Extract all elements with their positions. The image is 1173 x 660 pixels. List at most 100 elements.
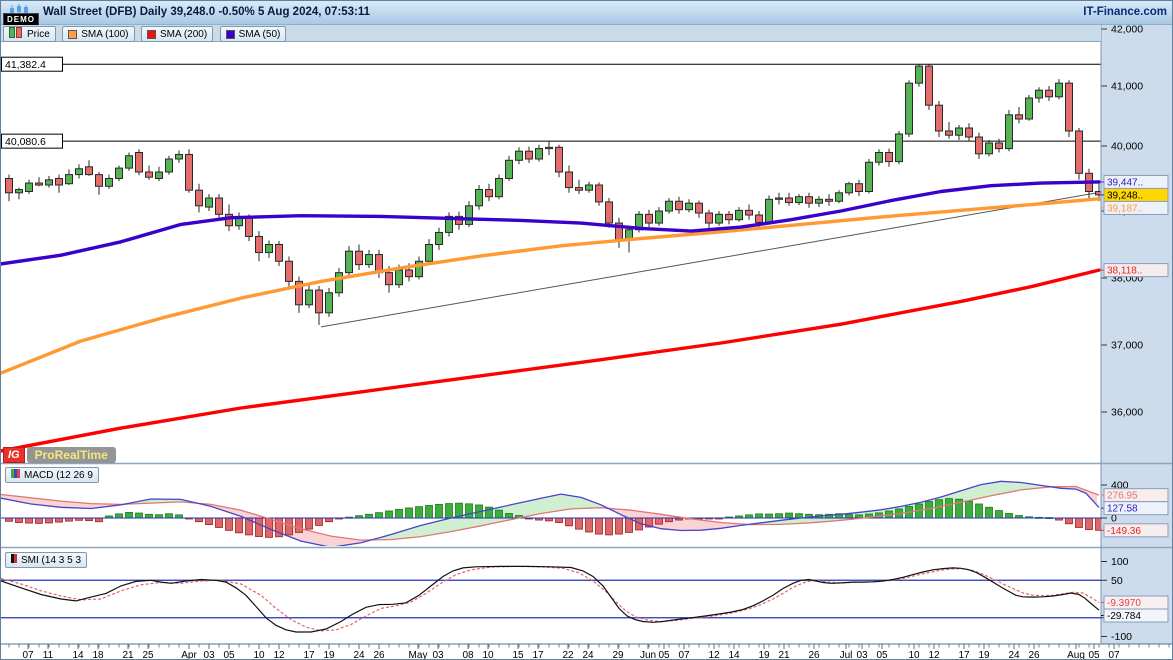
- candle[interactable]: [1095, 191, 1103, 196]
- candle[interactable]: [795, 196, 803, 204]
- candle[interactable]: [805, 196, 813, 204]
- sma-line[interactable]: [1, 180, 1101, 266]
- candle[interactable]: [835, 192, 843, 202]
- candle[interactable]: [775, 197, 783, 200]
- candle[interactable]: [185, 153, 193, 191]
- macd-indicator-label[interactable]: MACD (12 26 9: [5, 467, 99, 483]
- candle[interactable]: [925, 65, 933, 106]
- candle[interactable]: [285, 260, 293, 282]
- candle[interactable]: [1005, 114, 1013, 150]
- candle[interactable]: [195, 189, 203, 207]
- candle[interactable]: [965, 127, 973, 138]
- candle[interactable]: [125, 155, 133, 169]
- candle[interactable]: [115, 167, 123, 180]
- candle[interactable]: [765, 198, 773, 223]
- candle[interactable]: [1025, 97, 1033, 120]
- candle[interactable]: [145, 171, 153, 178]
- candle[interactable]: [485, 189, 493, 198]
- candle[interactable]: [645, 213, 653, 224]
- candle[interactable]: [495, 178, 503, 198]
- candle[interactable]: [395, 269, 403, 286]
- candle[interactable]: [165, 158, 173, 173]
- candle[interactable]: [345, 250, 353, 274]
- candle[interactable]: [95, 174, 103, 187]
- candle[interactable]: [845, 183, 853, 194]
- candle[interactable]: [325, 292, 333, 314]
- candle[interactable]: [705, 212, 713, 224]
- candle[interactable]: [1075, 130, 1083, 174]
- candle[interactable]: [535, 148, 543, 160]
- candle[interactable]: [135, 152, 143, 173]
- candle[interactable]: [255, 235, 263, 254]
- candle[interactable]: [725, 213, 733, 221]
- candle[interactable]: [585, 184, 593, 191]
- candle[interactable]: [35, 182, 43, 186]
- candle[interactable]: [25, 182, 33, 193]
- candle[interactable]: [685, 202, 693, 211]
- brand-link[interactable]: IT-Finance.com: [1083, 6, 1167, 18]
- candle[interactable]: [245, 217, 253, 237]
- candle[interactable]: [885, 152, 893, 163]
- candle[interactable]: [1045, 89, 1053, 98]
- candle[interactable]: [595, 184, 603, 203]
- candle[interactable]: [915, 65, 923, 84]
- candle[interactable]: [525, 150, 533, 160]
- candle[interactable]: [505, 159, 513, 180]
- candle[interactable]: [665, 200, 673, 212]
- candle[interactable]: [415, 260, 423, 278]
- candle[interactable]: [295, 280, 303, 306]
- candle[interactable]: [905, 82, 913, 135]
- candle[interactable]: [895, 133, 903, 163]
- macd-plot[interactable]: [1, 480, 1103, 547]
- candle[interactable]: [655, 210, 663, 224]
- candle[interactable]: [1015, 114, 1023, 120]
- candle[interactable]: [425, 244, 433, 262]
- legend-sma100[interactable]: SMA (100): [62, 26, 135, 42]
- candle[interactable]: [85, 166, 93, 176]
- candle[interactable]: [15, 189, 23, 194]
- trendline[interactable]: [320, 191, 1101, 328]
- candle[interactable]: [695, 202, 703, 214]
- price-axis-strip[interactable]: [1101, 25, 1173, 644]
- legend-price[interactable]: Price: [3, 26, 56, 42]
- candle[interactable]: [45, 179, 53, 186]
- smi-plot[interactable]: [1, 565, 1101, 633]
- candle[interactable]: [545, 146, 553, 150]
- main-chart-plot[interactable]: [1, 63, 1103, 453]
- candle[interactable]: [205, 197, 213, 208]
- candle[interactable]: [335, 272, 343, 294]
- legend-sma200[interactable]: SMA (200): [140, 26, 214, 42]
- candle[interactable]: [565, 171, 573, 189]
- candle[interactable]: [675, 200, 683, 211]
- legend-sma50[interactable]: SMA (50): [219, 26, 287, 42]
- candle[interactable]: [935, 104, 943, 132]
- sma-line[interactable]: [1, 197, 1101, 375]
- candle[interactable]: [265, 244, 273, 254]
- candle[interactable]: [555, 146, 563, 173]
- candle[interactable]: [475, 189, 483, 207]
- candle[interactable]: [1065, 82, 1073, 132]
- sma-line[interactable]: [1, 268, 1101, 453]
- candle[interactable]: [945, 130, 953, 136]
- time-axis-strip[interactable]: [1, 644, 1173, 660]
- candle[interactable]: [385, 272, 393, 286]
- candle[interactable]: [865, 161, 873, 192]
- candle[interactable]: [465, 205, 473, 225]
- candle[interactable]: [995, 142, 1003, 150]
- candle[interactable]: [815, 198, 823, 204]
- candle[interactable]: [5, 178, 13, 194]
- candle[interactable]: [975, 136, 983, 155]
- candle[interactable]: [515, 150, 523, 161]
- candle[interactable]: [105, 178, 113, 187]
- candle[interactable]: [355, 250, 363, 266]
- candle[interactable]: [575, 187, 583, 191]
- candle[interactable]: [715, 213, 723, 224]
- candle[interactable]: [855, 183, 863, 192]
- candle[interactable]: [435, 231, 443, 246]
- candle[interactable]: [1035, 89, 1043, 99]
- candle[interactable]: [985, 142, 993, 155]
- smi-indicator-label[interactable]: SMI (14 3 5 3: [5, 552, 88, 568]
- candle[interactable]: [405, 269, 413, 278]
- candle[interactable]: [275, 244, 283, 262]
